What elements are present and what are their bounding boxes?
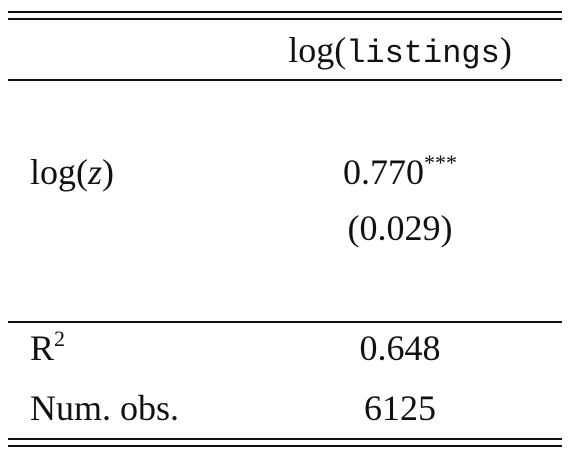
column-header: log(listings) <box>250 30 550 74</box>
significance-stars: *** <box>424 150 457 175</box>
label-func: log( <box>30 152 88 192</box>
header-var: listings <box>346 35 500 72</box>
stat-value: 0.648 <box>359 328 441 368</box>
stat-value: 6125 <box>364 388 436 428</box>
stat-label: Num. obs. <box>30 388 180 428</box>
top-rule <box>8 18 562 20</box>
label-var: z <box>88 152 103 192</box>
estimate: 0.770 <box>343 152 424 192</box>
header-func: log( <box>288 30 347 70</box>
mid-rule <box>8 321 562 323</box>
label-close: ) <box>102 152 115 192</box>
mid-rule <box>8 79 562 81</box>
estimate-cell: 0.770*** <box>250 150 550 193</box>
bottom-rule <box>8 438 562 440</box>
label-base: R <box>30 328 55 368</box>
label-sup: 2 <box>54 326 66 351</box>
row-label: log(z) <box>30 152 114 192</box>
top-rule <box>8 11 562 13</box>
stat-label: R2 <box>30 326 66 369</box>
header-close: ) <box>499 30 512 70</box>
bottom-rule <box>8 445 562 447</box>
standard-error: (0.029) <box>347 208 453 248</box>
